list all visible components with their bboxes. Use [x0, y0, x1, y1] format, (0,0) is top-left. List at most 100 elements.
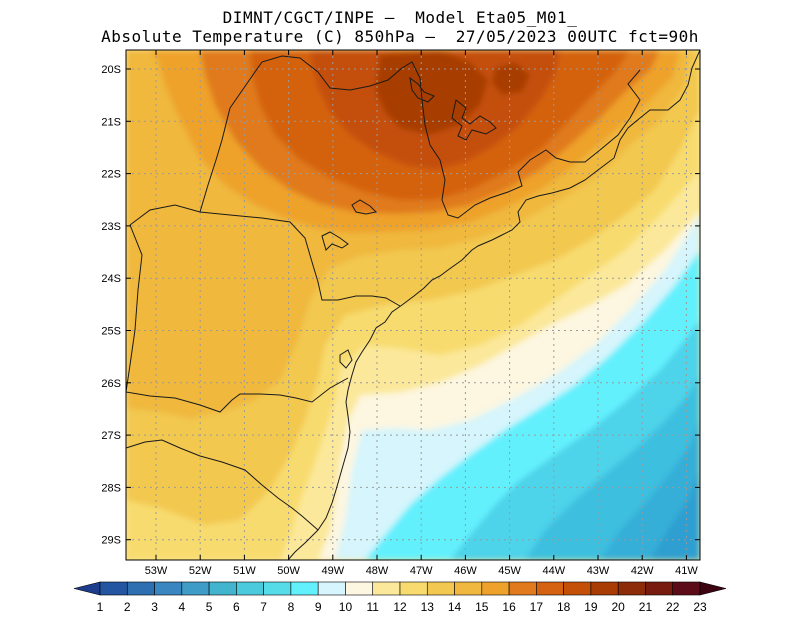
colorbar-label: 15 [475, 600, 489, 614]
colorbar-label: 3 [151, 600, 158, 614]
reservoir-tiete [351, 199, 378, 215]
reservoir-tres-marias [409, 76, 435, 103]
lat-label: 23S [101, 221, 121, 233]
band-21 [375, 50, 488, 135]
colorbar-segment [126, 581, 155, 596]
colorbar-segment [154, 581, 183, 596]
state-border-sp-pr [129, 204, 401, 307]
boundaries [126, 50, 700, 560]
map-frame [125, 49, 701, 561]
state-border-mg-sp [229, 55, 601, 219]
lat-label: 26S [101, 378, 121, 390]
colorbar-labels: 1 2 3 4 5 6 7 8 9 10 11 12 13 14 15 16 17 18 19 20 21 22 23 [97, 600, 707, 614]
colorbar-label: 11 [366, 600, 379, 614]
lon-label: 53W [145, 565, 168, 577]
lon-label: 42W [631, 565, 654, 577]
lon-label: 44W [542, 565, 565, 577]
colorbar-label: 6 [233, 600, 240, 614]
lat-label: 22S [101, 169, 121, 181]
colorbar-label: 5 [206, 600, 213, 614]
state-border-ms-sp [199, 107, 231, 213]
gridlines [126, 50, 700, 560]
colorbar-label: 7 [260, 600, 267, 614]
title-line-2: Absolute Temperature (C) 850hPa – 27/05/… [101, 27, 699, 46]
lat-label: 28S [101, 482, 121, 494]
lat-label: 25S [101, 326, 121, 338]
state-border-pr-sc [126, 377, 349, 413]
colorbar-segment [590, 581, 619, 596]
colorbar-segment [208, 581, 237, 596]
coastline [287, 50, 700, 560]
colorbar-label: 19 [584, 600, 598, 614]
colorbar-label: 13 [421, 600, 435, 614]
colorbar-label: 16 [502, 600, 516, 614]
colorbar-segment [263, 581, 292, 596]
colorbar-segment [508, 581, 537, 596]
colorbar-label: 22 [666, 600, 680, 614]
colorbar-label: 12 [393, 600, 407, 614]
lon-label: 52W [189, 565, 212, 577]
colorbar-label: 1 [97, 600, 104, 614]
lon-label: 51W [233, 565, 256, 577]
colorbar-segment [645, 581, 674, 596]
lon-label: 41W [675, 565, 698, 577]
colorbar [73, 581, 727, 596]
band-16-south [166, 322, 225, 420]
lon-label: 49W [321, 565, 344, 577]
colorbar-label: 10 [339, 600, 353, 614]
lat-label: 21S [101, 116, 121, 128]
colorbar-label: 18 [557, 600, 571, 614]
latitude-labels: 20S 21S 22S 23S 24S 25S 26S 27S 28S 29S [101, 64, 121, 547]
lat-label: 24S [101, 273, 121, 285]
longitude-labels: 53W 52W 51W 50W 49W 48W 47W 46W 45W 44W 43W 42W 41W [145, 565, 699, 577]
colorbar-segment [563, 581, 592, 596]
colorbar-label: 2 [124, 600, 131, 614]
lon-label: 50W [277, 565, 300, 577]
lat-label: 27S [101, 430, 121, 442]
colorbar-segment [426, 581, 455, 596]
colorbar-segment [454, 581, 483, 596]
lagoa-dos-patos [339, 349, 353, 369]
lon-label: 43W [587, 565, 610, 577]
state-border-mg-es [599, 69, 641, 151]
colorbar-segment [672, 581, 701, 596]
colorbar-label: 21 [639, 600, 653, 614]
reservoir-furnas [451, 99, 497, 141]
colorbar-segment [99, 581, 128, 596]
title-line-1: DIMNT/CGCT/INPE – Model Eta05_M01_ [222, 8, 578, 27]
lon-label: 48W [366, 565, 389, 577]
lon-label: 47W [410, 565, 433, 577]
west-border [126, 224, 143, 393]
lat-label: 29S [101, 535, 121, 547]
colorbar-label: 8 [288, 600, 295, 614]
colorbar-label: 20 [612, 600, 626, 614]
colorbar-label: 9 [315, 600, 322, 614]
colorbar-label: 4 [178, 600, 185, 614]
band-21-east [492, 62, 530, 95]
colorbar-segment [181, 581, 210, 596]
colorbar-segment [345, 581, 374, 596]
colorbar-arrow-right [699, 581, 727, 596]
colorbar-label: 17 [530, 600, 544, 614]
colorbar-segment [399, 581, 428, 596]
state-border-sc-rs [126, 439, 319, 531]
lon-label: 45W [498, 565, 521, 577]
colorbar-segment [290, 581, 319, 596]
lat-label: 20S [101, 64, 121, 76]
colorbar-label: 14 [448, 600, 462, 614]
axis-ticks [126, 50, 700, 560]
reservoir-parana [321, 231, 349, 251]
temperature-field [126, 50, 700, 560]
band-6 [650, 470, 700, 560]
colorbar-label: 23 [693, 600, 707, 614]
colorbar-arrow-left [73, 581, 101, 596]
colorbar-segment [317, 581, 346, 596]
colorbar-segment [481, 581, 510, 596]
colorbar-segment [372, 581, 401, 596]
colorbar-segment [617, 581, 646, 596]
colorbar-segment [536, 581, 564, 596]
lon-label: 46W [454, 565, 477, 577]
colorbar-segment [236, 581, 264, 596]
